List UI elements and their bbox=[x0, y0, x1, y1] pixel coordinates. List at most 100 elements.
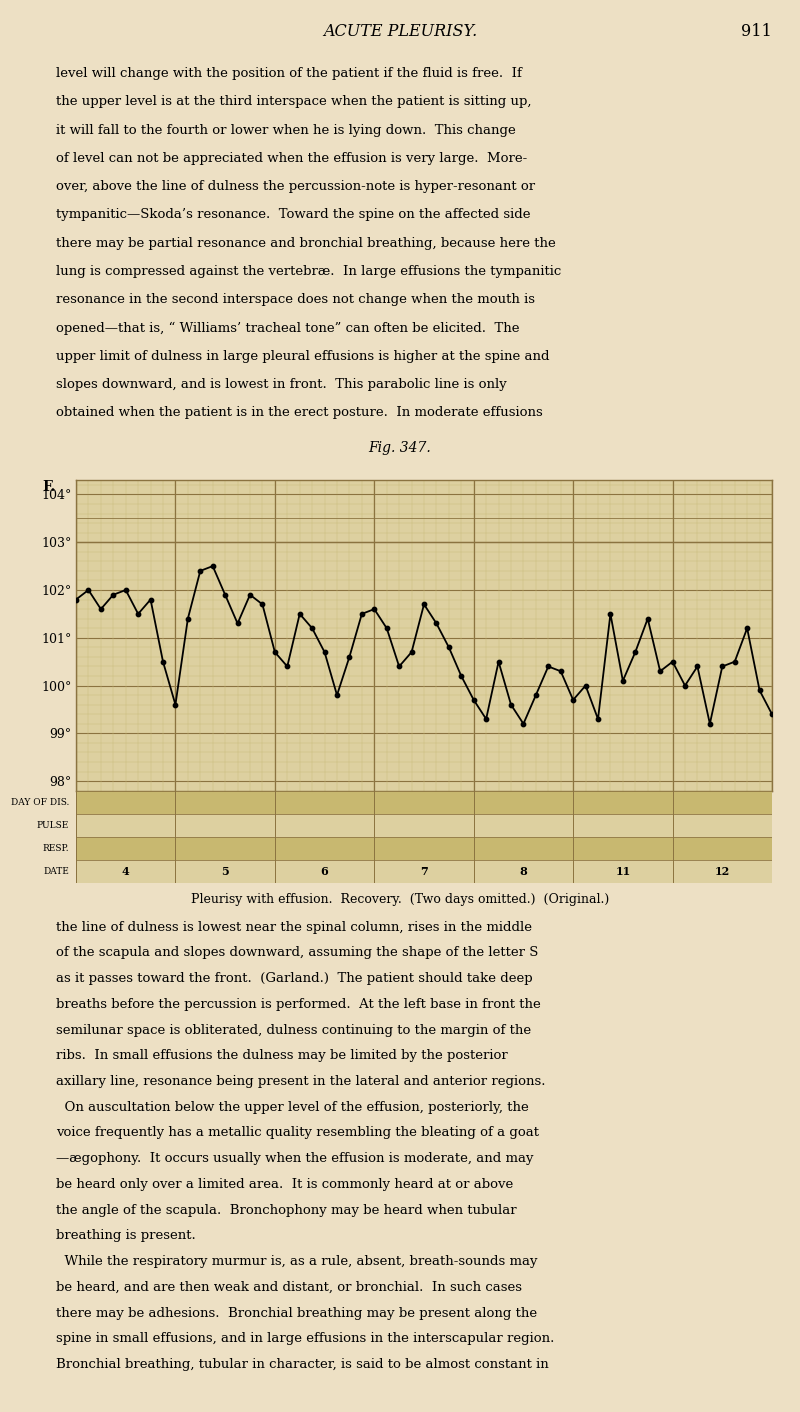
Text: as it passes toward the front.  (Garland.)  The patient should take deep: as it passes toward the front. (Garland.… bbox=[56, 971, 533, 986]
Text: voice frequently has a metallic quality resembling the bleating of a goat: voice frequently has a metallic quality … bbox=[56, 1127, 539, 1139]
Text: obtained when the patient is in the erect posture.  In moderate effusions: obtained when the patient is in the erec… bbox=[56, 407, 542, 419]
Text: spine in small effusions, and in large effusions in the interscapular region.: spine in small effusions, and in large e… bbox=[56, 1333, 554, 1346]
Point bbox=[654, 659, 666, 682]
Text: level will change with the position of the patient if the fluid is free.  If: level will change with the position of t… bbox=[56, 68, 522, 80]
Point bbox=[691, 655, 704, 678]
Text: over, above the line of dulness the percussion-note is hyper-resonant or: over, above the line of dulness the perc… bbox=[56, 181, 535, 193]
Point bbox=[617, 669, 630, 692]
Text: RESP.: RESP. bbox=[42, 843, 69, 853]
Point bbox=[430, 613, 443, 635]
Point bbox=[467, 689, 480, 712]
Text: 12: 12 bbox=[714, 866, 730, 877]
Point bbox=[144, 589, 157, 611]
Text: On auscultation below the upper level of the effusion, posteriorly, the: On auscultation below the upper level of… bbox=[56, 1101, 529, 1114]
Point bbox=[107, 583, 120, 606]
Text: F.: F. bbox=[42, 480, 56, 494]
Point bbox=[243, 583, 256, 606]
Point bbox=[269, 641, 282, 664]
Text: tympanitic—Skoda’s resonance.  Toward the spine on the affected side: tympanitic—Skoda’s resonance. Toward the… bbox=[56, 209, 530, 222]
Point bbox=[566, 689, 579, 712]
Text: breathing is present.: breathing is present. bbox=[56, 1230, 196, 1243]
Point bbox=[405, 641, 418, 664]
Text: Bronchial breathing, tubular in character, is said to be almost constant in: Bronchial breathing, tubular in characte… bbox=[56, 1358, 549, 1371]
Text: 7: 7 bbox=[420, 866, 428, 877]
Text: ribs.  In small effusions the dulness may be limited by the posterior: ribs. In small effusions the dulness may… bbox=[56, 1049, 508, 1062]
Point bbox=[716, 655, 729, 678]
Text: lung is compressed against the vertebræ.  In large effusions the tympanitic: lung is compressed against the vertebræ.… bbox=[56, 265, 562, 278]
Text: of level can not be appreciated when the effusion is very large.  More-: of level can not be appreciated when the… bbox=[56, 152, 527, 165]
Point bbox=[306, 617, 318, 640]
Point bbox=[393, 655, 406, 678]
Point bbox=[182, 607, 194, 630]
Text: DAY OF DIS.: DAY OF DIS. bbox=[10, 798, 69, 806]
Bar bbox=[76, 791, 772, 813]
Point bbox=[380, 617, 393, 640]
Point bbox=[604, 603, 617, 626]
Text: it will fall to the fourth or lower when he is lying down.  This change: it will fall to the fourth or lower when… bbox=[56, 124, 516, 137]
Point bbox=[505, 693, 518, 716]
Point bbox=[629, 641, 642, 664]
Point bbox=[281, 655, 294, 678]
Point bbox=[82, 579, 95, 602]
Point bbox=[666, 651, 679, 674]
Point bbox=[94, 597, 107, 620]
Point bbox=[355, 603, 368, 626]
Bar bbox=[76, 836, 772, 860]
Text: 8: 8 bbox=[519, 866, 527, 877]
Text: slopes downward, and is lowest in front.  This parabolic line is only: slopes downward, and is lowest in front.… bbox=[56, 378, 506, 391]
Point bbox=[318, 641, 331, 664]
Text: be heard, and are then weak and distant, or bronchial.  In such cases: be heard, and are then weak and distant,… bbox=[56, 1281, 522, 1293]
Point bbox=[330, 683, 343, 706]
Point bbox=[480, 707, 493, 730]
Point bbox=[542, 655, 554, 678]
Point bbox=[530, 683, 542, 706]
Text: 911: 911 bbox=[742, 23, 772, 41]
Point bbox=[218, 583, 231, 606]
Point bbox=[206, 555, 219, 578]
Text: 6: 6 bbox=[321, 866, 329, 877]
Text: Pleurisy with effusion.  Recovery.  (Two days omitted.)  (Original.): Pleurisy with effusion. Recovery. (Two d… bbox=[191, 892, 609, 907]
Point bbox=[728, 651, 741, 674]
Point bbox=[741, 617, 754, 640]
Text: Fig. 347.: Fig. 347. bbox=[369, 441, 431, 455]
Point bbox=[194, 559, 206, 582]
Text: be heard only over a limited area.  It is commonly heard at or above: be heard only over a limited area. It is… bbox=[56, 1178, 514, 1190]
Text: the upper level is at the third interspace when the patient is sitting up,: the upper level is at the third interspa… bbox=[56, 96, 531, 109]
Point bbox=[231, 613, 244, 635]
Text: upper limit of dulness in large pleural effusions is higher at the spine and: upper limit of dulness in large pleural … bbox=[56, 350, 550, 363]
Text: 4: 4 bbox=[122, 866, 130, 877]
Bar bbox=[76, 813, 772, 836]
Text: the angle of the scapula.  Bronchophony may be heard when tubular: the angle of the scapula. Bronchophony m… bbox=[56, 1203, 517, 1217]
Text: breaths before the percussion is performed.  At the left base in front the: breaths before the percussion is perform… bbox=[56, 998, 541, 1011]
Point bbox=[294, 603, 306, 626]
Point bbox=[455, 665, 468, 688]
Point bbox=[703, 713, 716, 736]
Point bbox=[157, 651, 170, 674]
Text: ACUTE PLEURISY.: ACUTE PLEURISY. bbox=[323, 23, 477, 41]
Text: the line of dulness is lowest near the spinal column, rises in the middle: the line of dulness is lowest near the s… bbox=[56, 921, 532, 933]
Point bbox=[119, 579, 132, 602]
Point bbox=[418, 593, 430, 616]
Point bbox=[766, 703, 778, 726]
Point bbox=[442, 635, 455, 658]
Text: While the respiratory murmur is, as a rule, absent, breath-sounds may: While the respiratory murmur is, as a ru… bbox=[56, 1255, 538, 1268]
Text: there may be partial resonance and bronchial breathing, because here the: there may be partial resonance and bronc… bbox=[56, 237, 556, 250]
Point bbox=[256, 593, 269, 616]
Text: DATE: DATE bbox=[43, 867, 69, 875]
Point bbox=[591, 707, 604, 730]
Point bbox=[517, 713, 530, 736]
Text: axillary line, resonance being present in the lateral and anterior regions.: axillary line, resonance being present i… bbox=[56, 1075, 546, 1089]
Text: opened—that is, “ Williams’ tracheal tone” can often be elicited.  The: opened—that is, “ Williams’ tracheal ton… bbox=[56, 322, 519, 335]
Point bbox=[753, 679, 766, 702]
Text: 5: 5 bbox=[222, 866, 229, 877]
Point bbox=[70, 589, 82, 611]
Point bbox=[169, 693, 182, 716]
Text: 11: 11 bbox=[615, 866, 630, 877]
Point bbox=[554, 659, 567, 682]
Point bbox=[132, 603, 145, 626]
Text: resonance in the second interspace does not change when the mouth is: resonance in the second interspace does … bbox=[56, 294, 535, 306]
Text: PULSE: PULSE bbox=[37, 820, 69, 830]
Point bbox=[579, 675, 592, 698]
Text: of the scapula and slopes downward, assuming the shape of the letter S: of the scapula and slopes downward, assu… bbox=[56, 946, 538, 959]
Point bbox=[678, 675, 691, 698]
